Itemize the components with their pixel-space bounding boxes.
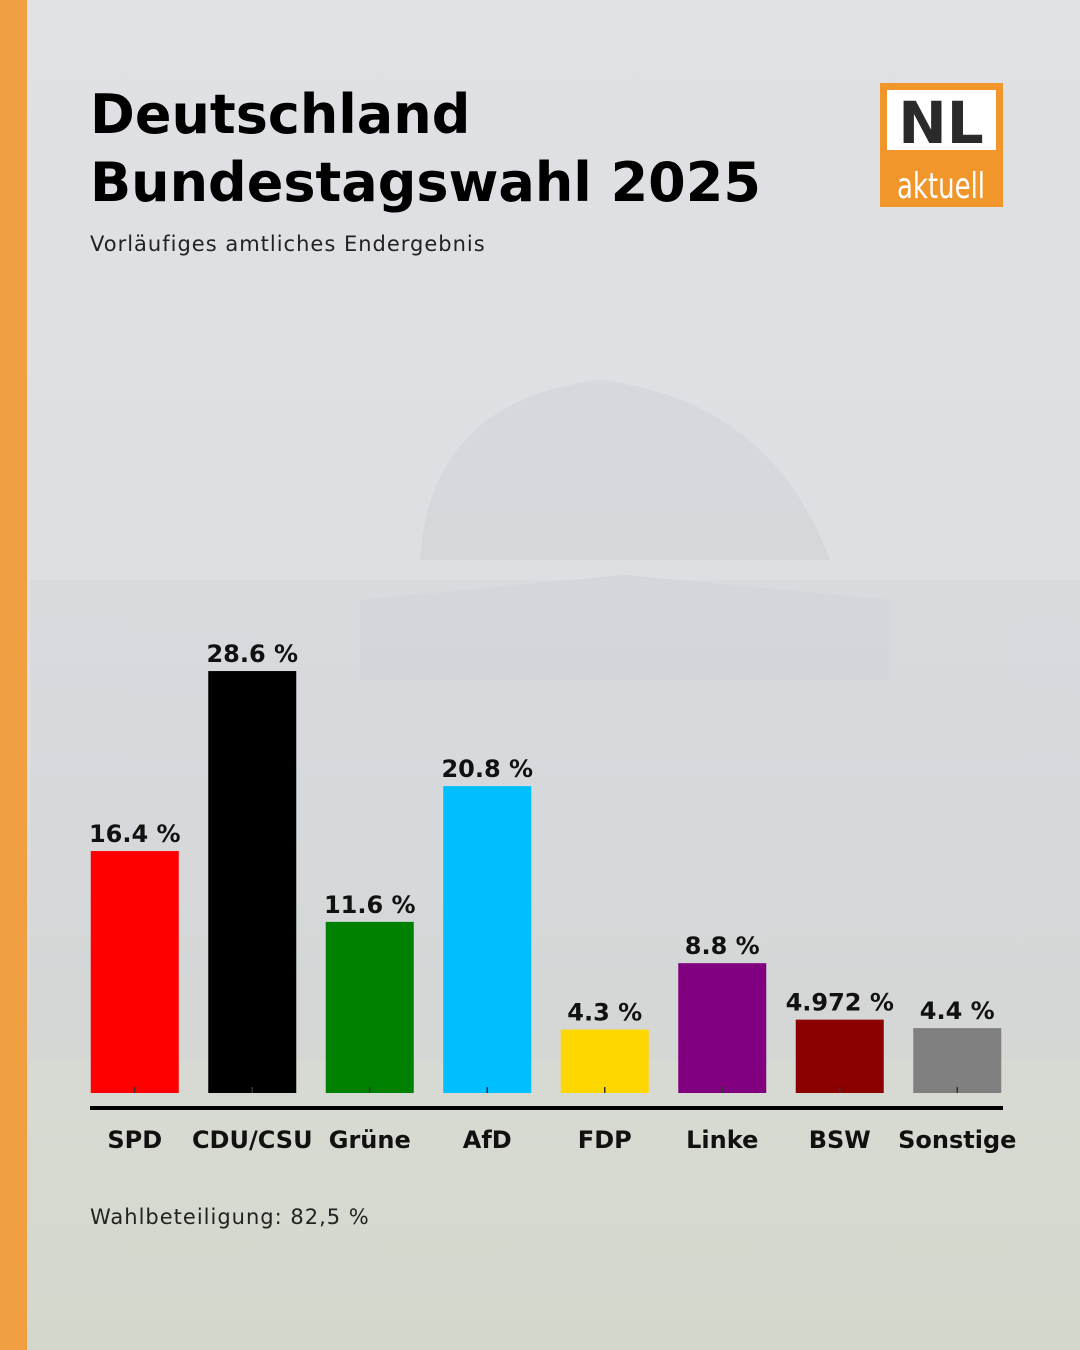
- footnote: Wahlbeteiligung: 82,5 %: [90, 1205, 370, 1229]
- bar: [208, 671, 297, 1093]
- value-label: 28.6 %: [206, 640, 298, 668]
- value-label: 11.6 %: [324, 891, 416, 919]
- value-label: 16.4 %: [89, 820, 181, 848]
- x-tick-label: AfD: [463, 1126, 512, 1154]
- value-label: 8.8 %: [685, 932, 760, 960]
- bar: [678, 963, 767, 1093]
- value-label: 4.972 %: [786, 989, 894, 1017]
- chart-title: Deutschland: [90, 83, 470, 146]
- building-silhouette: [30, 380, 1080, 1060]
- value-label: 20.8 %: [441, 755, 533, 783]
- logo-inner: [887, 90, 996, 150]
- bar: [795, 1019, 884, 1093]
- chart-subtitle: Vorläufiges amtliches Endergebnis: [90, 232, 486, 256]
- bar: [325, 921, 414, 1093]
- value-label: 4.4 %: [920, 997, 995, 1025]
- logo-text: NL: [898, 89, 984, 157]
- x-tick-label: SPD: [107, 1126, 162, 1154]
- accent-stripe: [0, 0, 27, 1350]
- bar: [443, 786, 532, 1093]
- logo: NL aktuell: [880, 83, 1003, 207]
- value-label: 4.3 %: [567, 999, 642, 1027]
- x-tick-label: Grüne: [329, 1126, 411, 1154]
- x-tick-label: FDP: [578, 1126, 632, 1154]
- x-tick-label: CDU/CSU: [192, 1126, 313, 1154]
- x-tick-label: BSW: [809, 1126, 871, 1154]
- bar: [913, 1028, 1002, 1093]
- x-tick-label: Sonstige: [898, 1126, 1016, 1154]
- logo-text: aktuell: [897, 166, 985, 207]
- bar: [90, 851, 179, 1093]
- bar: [560, 1029, 649, 1093]
- x-tick-label: Linke: [686, 1126, 758, 1154]
- chart-title: Bundestagswahl 2025: [90, 151, 761, 214]
